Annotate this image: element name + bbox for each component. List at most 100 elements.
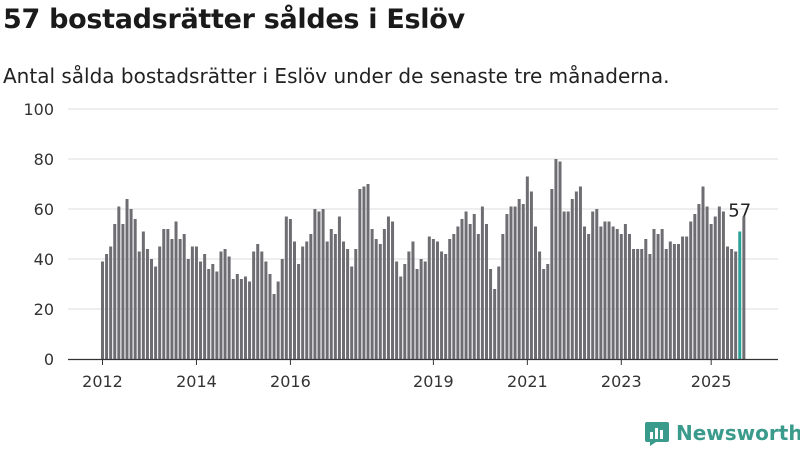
x-tick-label: 2023 bbox=[601, 372, 642, 391]
bar bbox=[178, 239, 182, 359]
bar bbox=[538, 251, 542, 359]
bar bbox=[619, 234, 623, 359]
bar bbox=[484, 224, 488, 359]
brand-name: Newsworthy bbox=[676, 421, 800, 445]
bar bbox=[125, 199, 129, 359]
y-tick-label: 0 bbox=[44, 350, 54, 369]
bar bbox=[305, 241, 309, 359]
bar bbox=[133, 219, 137, 359]
bar bbox=[562, 211, 566, 359]
bar bbox=[656, 234, 660, 359]
bar bbox=[403, 264, 407, 359]
bar bbox=[423, 261, 427, 359]
y-tick-label: 60 bbox=[34, 200, 54, 219]
bar bbox=[366, 184, 370, 359]
bar bbox=[154, 266, 158, 359]
bar bbox=[309, 234, 313, 359]
bar bbox=[313, 209, 317, 359]
bar bbox=[215, 271, 219, 359]
bar bbox=[137, 251, 141, 359]
bar bbox=[170, 239, 174, 359]
bar bbox=[513, 206, 517, 359]
bar bbox=[660, 229, 664, 359]
bar bbox=[509, 206, 513, 359]
bar bbox=[476, 234, 480, 359]
bar bbox=[121, 224, 125, 359]
bar bbox=[317, 211, 321, 359]
bar bbox=[252, 251, 256, 359]
bar bbox=[558, 161, 562, 359]
x-tick-label: 2019 bbox=[413, 372, 454, 391]
bar bbox=[346, 249, 350, 359]
bar bbox=[652, 229, 656, 359]
bar bbox=[166, 229, 170, 359]
bar bbox=[105, 254, 109, 359]
bar bbox=[386, 216, 390, 359]
bar bbox=[199, 261, 203, 359]
bar bbox=[194, 246, 198, 359]
bar bbox=[578, 186, 582, 359]
bar bbox=[264, 261, 268, 359]
bar bbox=[358, 189, 362, 359]
bar bbox=[333, 234, 337, 359]
bar bbox=[521, 204, 525, 359]
bar bbox=[685, 236, 689, 359]
bar bbox=[632, 249, 636, 359]
bar bbox=[395, 261, 399, 359]
bar bbox=[268, 274, 272, 359]
bar bbox=[129, 209, 133, 359]
bar bbox=[301, 246, 305, 359]
bar bbox=[293, 241, 296, 359]
bar bbox=[460, 219, 464, 359]
bar bbox=[211, 264, 215, 359]
bar bbox=[542, 269, 546, 359]
annotations: 57 bbox=[728, 201, 751, 222]
bar bbox=[554, 159, 558, 359]
bar bbox=[726, 246, 729, 359]
bar bbox=[717, 206, 721, 359]
bar bbox=[603, 221, 607, 359]
bar bbox=[611, 226, 615, 359]
bar bbox=[260, 251, 264, 359]
bar bbox=[493, 289, 497, 359]
bar bbox=[337, 216, 341, 359]
bar bbox=[141, 231, 145, 359]
bar bbox=[497, 266, 501, 359]
bar bbox=[354, 249, 358, 359]
bar bbox=[464, 211, 468, 359]
bar bbox=[150, 259, 154, 359]
bar bbox=[280, 259, 284, 359]
bar bbox=[595, 209, 599, 359]
bar bbox=[419, 259, 423, 359]
bar bbox=[648, 254, 652, 359]
bar bbox=[664, 249, 668, 359]
bar bbox=[742, 216, 746, 359]
x-axis: 2012 2014 2016 2019 2021 2023 2025 bbox=[68, 358, 778, 391]
bar bbox=[207, 269, 211, 359]
bar bbox=[591, 211, 595, 359]
bar bbox=[256, 244, 260, 359]
bar bbox=[517, 199, 521, 359]
brand-logo: Newsworthy bbox=[644, 418, 800, 448]
bar bbox=[415, 269, 419, 359]
bar bbox=[440, 251, 444, 359]
bar bbox=[350, 266, 354, 359]
bar bbox=[325, 241, 329, 359]
bar bbox=[427, 236, 431, 359]
chart-title: 57 bostadsrätter såldes i Eslöv bbox=[3, 4, 465, 35]
bar bbox=[681, 236, 685, 359]
bar bbox=[701, 186, 705, 359]
bar bbox=[329, 229, 333, 359]
bar bbox=[382, 229, 386, 359]
bar bbox=[407, 251, 411, 359]
bar bbox=[284, 216, 288, 359]
bar bbox=[697, 204, 701, 359]
bar bbox=[570, 199, 574, 359]
bar bbox=[203, 254, 207, 359]
bar bbox=[190, 246, 194, 359]
bar bbox=[705, 206, 709, 359]
bar bbox=[444, 254, 448, 359]
bar bbox=[713, 216, 717, 359]
bar bbox=[623, 224, 627, 359]
bar bbox=[668, 241, 672, 359]
